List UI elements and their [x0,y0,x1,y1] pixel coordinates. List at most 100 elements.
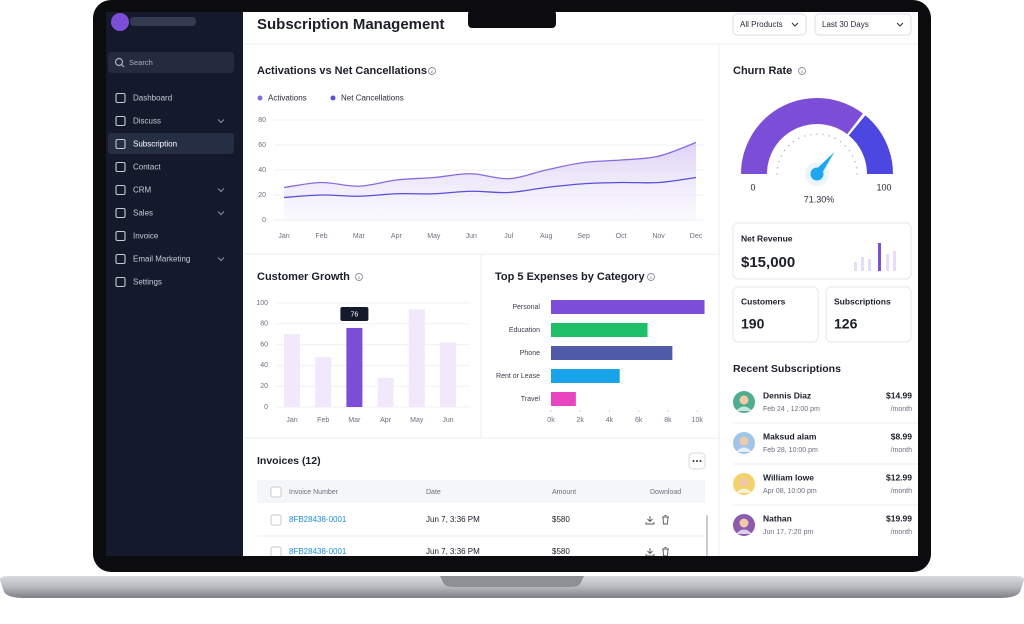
subscriber-date: Feb 24 , 12:00 pm [763,406,820,413]
nav-item[interactable]: CRM [133,186,152,195]
x-tick-label: Mar [353,233,366,240]
x-tick-label: Feb [317,417,329,424]
chevron [217,188,225,193]
x-tick-label: Apr [391,233,403,240]
y-tick-label: 20 [258,192,266,199]
x-tick-label: Jun [466,233,477,240]
category-label: Phone [520,350,540,357]
invoice-amount: $580 [552,515,570,524]
download-icon[interactable] [645,516,655,525]
avatar-face [739,436,749,446]
nav-active-bg [108,133,234,154]
x-tick-label: Jan [278,233,289,240]
gauge-min-label: 0 [750,182,755,192]
nav-icon [115,92,126,104]
gauge-tick [792,140,795,143]
x-tick-label: Mar [348,417,361,424]
category-label: Personal [512,304,540,311]
x-tick-label: Nov [652,233,665,240]
nav-icon [115,276,126,288]
gauge-tick [783,149,786,152]
y-tick-label: 80 [258,117,266,124]
x-tick-label: Jan [286,417,297,424]
y-tick-label: 40 [258,167,266,174]
y-tick-label: 60 [258,142,266,149]
gauge-tick [854,160,856,163]
search-placeholder: Search [129,58,153,67]
y-tick-label: 80 [260,321,268,328]
bar [551,346,673,360]
bar [315,357,332,407]
y-tick-label: 20 [260,383,268,390]
download-icon[interactable] [645,548,655,556]
info-icon [355,273,363,281]
checkbox[interactable] [270,486,282,498]
stat-value: 190 [741,316,765,332]
subscriber-name: William lowe [763,472,814,482]
search-icon [114,57,124,67]
legend-dot [257,95,263,101]
nav-item[interactable]: Invoice [133,232,159,241]
nav-item[interactable]: Subscription [133,140,177,149]
y-tick-label: 40 [260,362,268,369]
search-box[interactable] [108,52,234,73]
column-header: Invoice Number [289,489,339,496]
stat-label: Net Revenue [741,233,793,243]
column-header: Date [426,489,441,496]
section-title: Recent Subscriptions [733,363,841,375]
invoice-link[interactable]: 8FB28438-0001 [289,547,347,556]
delete-icon[interactable] [662,547,669,557]
category-label: Travel [521,396,541,403]
nav-item[interactable]: Discuss [133,117,161,126]
bar [346,327,363,407]
line [283,176,697,199]
invoice-link[interactable]: 8FB28438-0001 [289,515,347,524]
filter-label: All Products [740,20,783,29]
gauge-tick [809,133,812,136]
gauge-value-label: 71.30% [804,194,835,204]
gauge-tick [816,133,818,135]
stat-label: Subscriptions [834,296,891,306]
column-header: Download [650,489,681,496]
checkbox[interactable] [270,546,282,557]
camera-notch [468,10,556,28]
tooltip [340,306,369,321]
nav-item[interactable]: Email Marketing [133,255,190,264]
subscription-period: /month [891,529,913,536]
search-icon [121,64,125,68]
nav-icon [115,253,126,265]
chevron [791,22,799,27]
stat-card [825,286,912,343]
gauge-tick [844,144,847,147]
subscription-price: $8.99 [891,431,913,441]
y-tick-label: 100 [256,300,268,307]
chevron [217,119,225,124]
line [283,141,697,189]
x-tick-label: 0k [547,417,555,424]
checkbox[interactable] [270,514,282,526]
subscription-price: $19.99 [886,513,912,523]
bar [551,300,705,314]
gauge-tick [828,135,831,137]
stat-label: Customers [741,296,786,306]
gauge-tick [834,137,836,140]
nav-item[interactable]: Contact [133,163,161,172]
chart-title: Customer Growth [257,271,350,283]
delete-icon[interactable] [662,515,669,525]
screen: Search Subscription Management Dashboard… [106,12,918,557]
nav-item[interactable]: Dashboard [133,94,172,103]
gauge-tick [776,166,779,169]
filter-dropdown[interactable] [732,13,807,36]
x-tick-label: 4k [606,417,614,424]
x-tick-label: 10k [692,417,704,424]
filter-label: Last 30 Days [822,20,869,29]
nav-item[interactable]: Sales [133,209,153,218]
gauge-tick [839,140,842,143]
subscription-period: /month [891,406,913,413]
bar [377,377,394,407]
avatar-face [739,395,749,405]
filter-dropdown[interactable] [814,13,912,36]
nav-item[interactable]: Settings [133,278,162,287]
column-header: Amount [552,489,576,496]
chart-title: Churn Rate [733,65,792,77]
